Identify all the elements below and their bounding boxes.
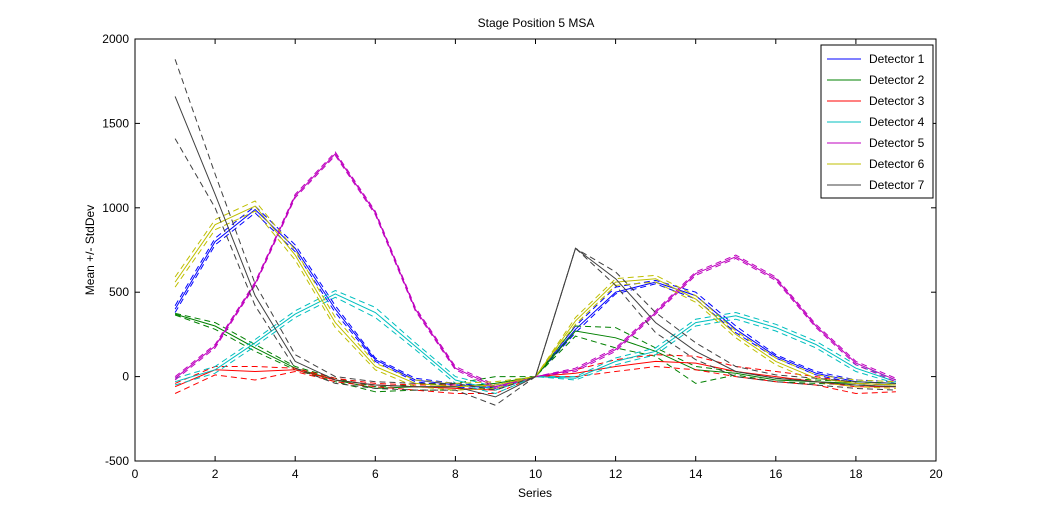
legend-entry-label: Detector 5	[869, 136, 925, 150]
series-layer	[174, 59, 897, 406]
plot-area	[134, 38, 937, 462]
legend-entry-label: Detector 1	[869, 52, 925, 66]
x-tick-label: 0	[132, 467, 139, 481]
series-7-mean-line	[174, 96, 896, 398]
series-1-lower-line	[174, 212, 896, 391]
x-tick-label: 2	[212, 467, 219, 481]
x-tick-label: 4	[292, 467, 299, 481]
legend-entry-label: Detector 2	[869, 73, 925, 87]
legend-entry-label: Detector 4	[869, 115, 925, 129]
x-tick-label: 18	[849, 467, 863, 481]
legend: Detector 1 Detector 2 Detector 3 Detector 4…	[820, 44, 934, 199]
x-tick-label: 8	[452, 467, 459, 481]
x-tick-label: 12	[609, 467, 623, 481]
x-axis-title: Series	[518, 486, 552, 500]
x-tick-label: 10	[529, 467, 543, 481]
legend-entry-label: Detector 3	[869, 94, 925, 108]
legend-entry-label: Detector 7	[869, 178, 925, 192]
y-tick-label: 1500	[102, 116, 129, 130]
x-tick-label: 20	[929, 467, 943, 481]
y-tick-label: 0	[122, 370, 129, 384]
series-7-upper-line	[174, 59, 896, 391]
series-4-upper-line	[174, 289, 897, 388]
chart-title: Stage Position 5 MSA	[478, 16, 595, 30]
y-tick-label: 1000	[102, 201, 129, 215]
y-axis-title: Mean +/- StdDev	[83, 205, 97, 295]
legend-entry-label: Detector 6	[869, 157, 925, 171]
x-tick-label: 16	[769, 467, 783, 481]
x-tick-label: 6	[372, 467, 379, 481]
y-tick-label: 500	[109, 285, 129, 299]
series-4-lower-line	[174, 296, 897, 395]
x-tick-label: 14	[689, 467, 703, 481]
y-tick-label: 2000	[102, 32, 129, 46]
y-tick-label: -500	[105, 454, 129, 468]
series-3-upper-line	[174, 354, 896, 388]
